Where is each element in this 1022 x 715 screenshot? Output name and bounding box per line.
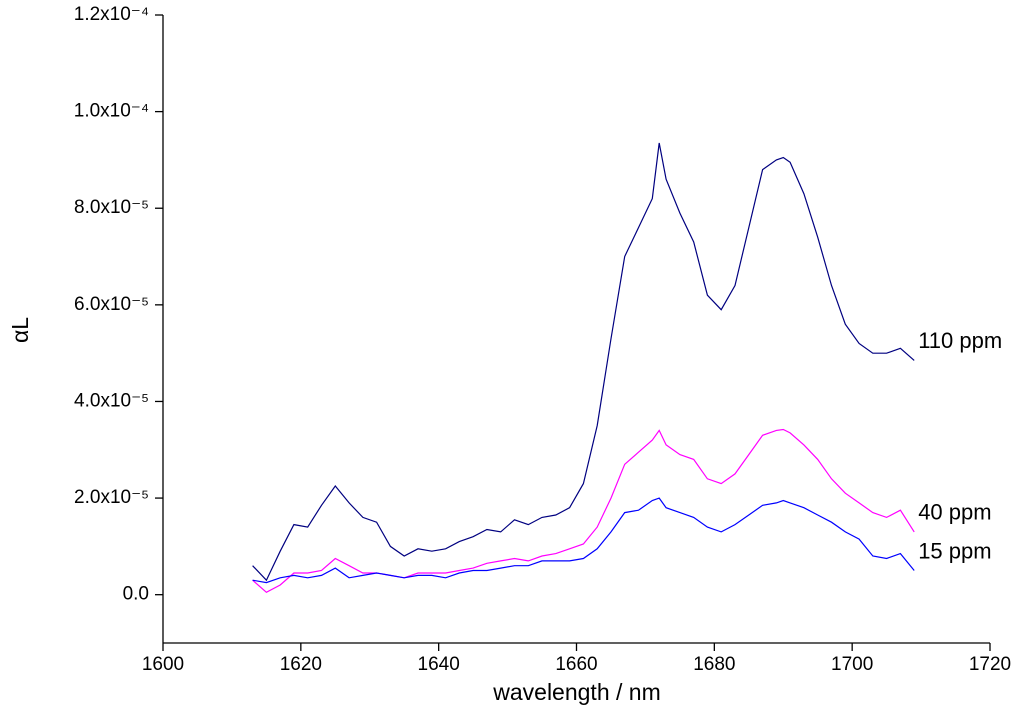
- y-tick-label: 8.0x10⁻⁵: [74, 197, 149, 218]
- line: [252, 428, 915, 594]
- series-label: 15 ppm: [918, 538, 991, 563]
- x-axis-label: wavelength / nm: [492, 679, 660, 705]
- x-tick-label: 1720: [969, 654, 1011, 675]
- y-tick-label: 1.0x10⁻⁴: [74, 101, 149, 122]
- x-tick-label: 1600: [142, 654, 184, 675]
- y-tick-label: 0.0: [123, 584, 149, 605]
- x-tick-label: 1660: [555, 654, 597, 675]
- line: [252, 497, 915, 584]
- x-tick-label: 1640: [418, 654, 460, 675]
- x-tick-label: 1700: [831, 654, 873, 675]
- y-tick-label: 2.0x10⁻⁵: [74, 487, 149, 508]
- y-tick-label: 1.2x10⁻⁴: [74, 4, 149, 25]
- y-tick-label: 6.0x10⁻⁵: [74, 294, 149, 315]
- series-label: 110 ppm: [918, 328, 1002, 353]
- series-label: 40 ppm: [918, 500, 991, 525]
- x-tick-label: 1620: [280, 654, 322, 675]
- x-tick-label: 1680: [693, 654, 735, 675]
- y-axis-label: αL: [7, 317, 33, 343]
- y-tick-label: 4.0x10⁻⁵: [74, 390, 149, 411]
- line: [252, 142, 915, 582]
